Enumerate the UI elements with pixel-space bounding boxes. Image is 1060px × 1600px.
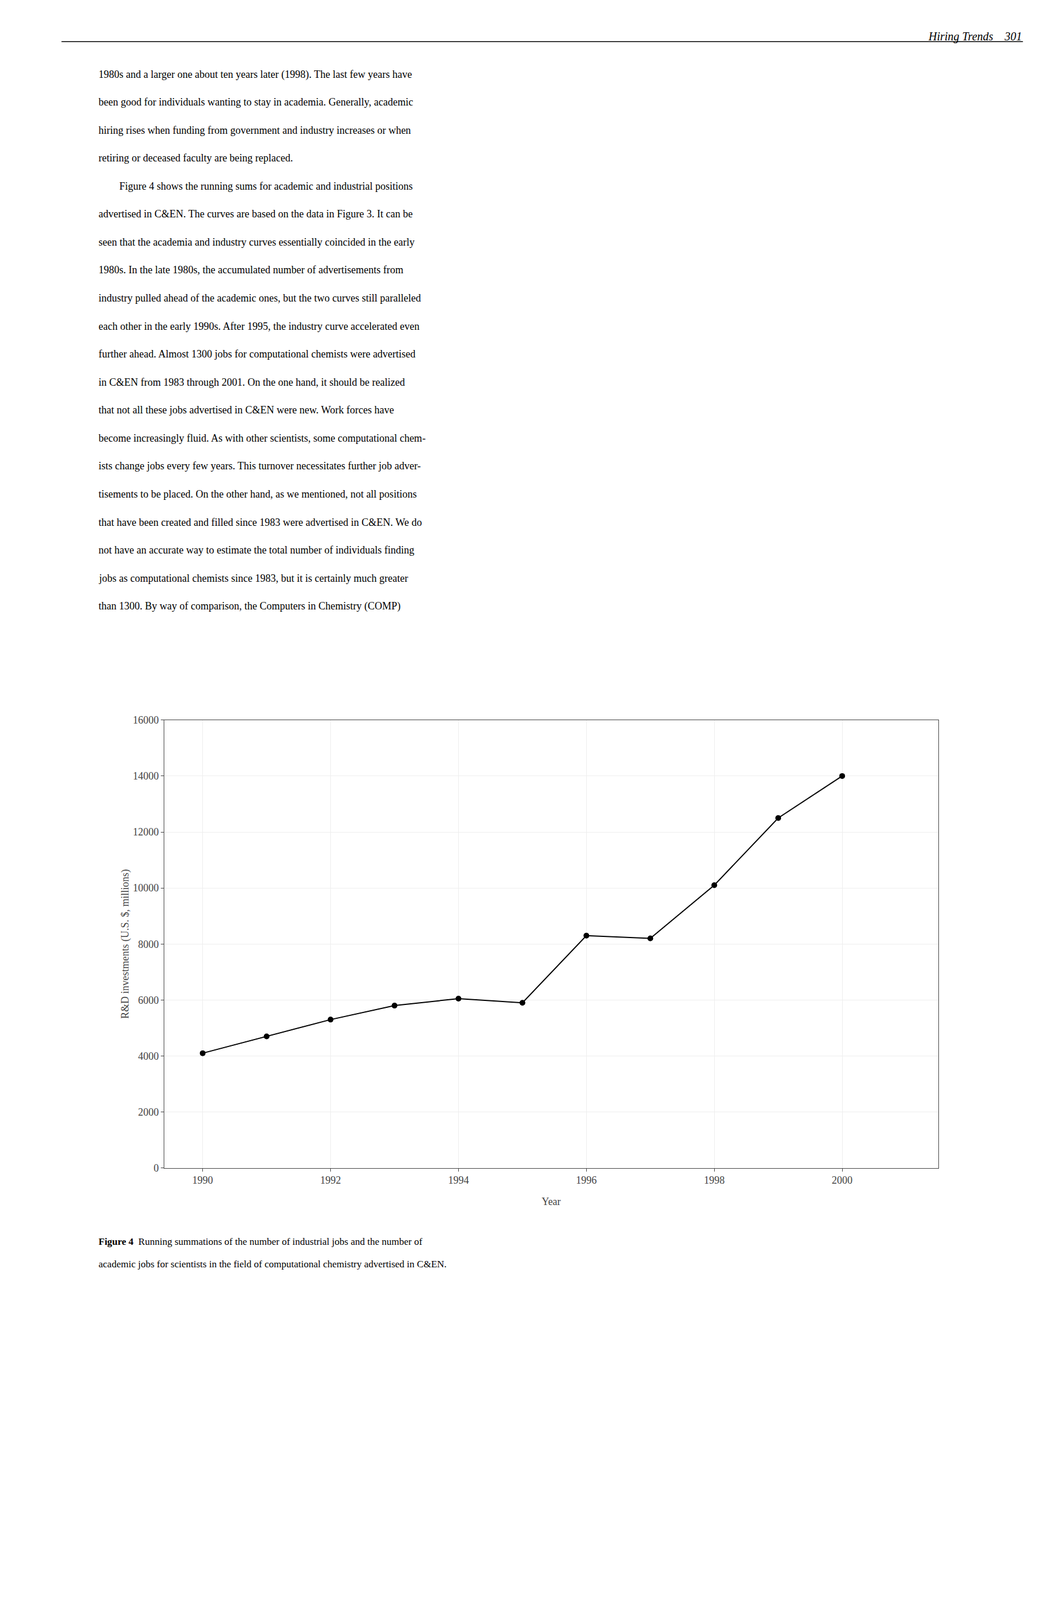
svg-text:industry pulled ahead of the a: industry pulled ahead of the academic on… [98,292,421,304]
svg-text:1992: 1992 [320,1174,342,1186]
svg-text:2000: 2000 [831,1174,853,1186]
svg-text:each other in the early 1990s.: each other in the early 1990s. After 199… [98,320,420,333]
svg-text:that have been created and fil: that have been created and filled since … [98,516,422,528]
svg-text:seen that the academia and ind: seen that the academia and industry curv… [98,236,415,248]
svg-text:1994: 1994 [447,1174,469,1186]
svg-text:4000: 4000 [137,1050,159,1062]
svg-text:further ahead. Almost 1300 job: further ahead. Almost 1300 jobs for comp… [98,348,416,360]
svg-text:retiring or deceased faculty a: retiring or deceased faculty are being r… [98,152,293,164]
svg-text:advertised in C&EN. The curves: advertised in C&EN. The curves are based… [98,208,413,220]
svg-text:not have an accurate way to es: not have an accurate way to estimate the… [98,544,415,556]
svg-text:tisements to be placed. On the: tisements to be placed. On the other han… [98,488,417,500]
svg-text:jobs as computational chemists: jobs as computational chemists since 198… [98,572,409,584]
svg-text:Year: Year [541,1195,561,1207]
svg-text:been good for individuals want: been good for individuals wanting to sta… [98,96,414,108]
svg-text:10000: 10000 [132,881,159,894]
svg-text:14000: 14000 [132,770,159,782]
svg-text:Figure 4 Running summations o: Figure 4 Running summations of the numbe… [98,1235,423,1247]
svg-text:1998: 1998 [703,1174,725,1186]
svg-text:become increasingly fluid. As: become increasingly fluid. As with other… [98,432,426,444]
svg-text:R&D investments (U.S. $, milli: R&D investments (U.S. $, millions) [119,868,132,1019]
svg-text:academic jobs for scientists i: academic jobs for scientists in the fiel… [98,1258,447,1270]
svg-text:in C&EN from 1983 through 2001: in C&EN from 1983 through 2001. On the o… [98,376,405,388]
svg-text:1980s and a larger one about t: 1980s and a larger one about ten years l… [98,68,413,81]
svg-text:Figure 4 shows the running sum: Figure 4 shows the running sums for acad… [98,180,413,192]
svg-text:16000: 16000 [132,714,159,726]
svg-text:ists change jobs every few yea: ists change jobs every few years. This t… [98,459,421,472]
svg-text:that not all these jobs advert: that not all these jobs advertised in C&… [98,404,394,416]
svg-text:12000: 12000 [132,825,159,838]
svg-text:6000: 6000 [137,994,159,1006]
svg-text:1996: 1996 [575,1174,597,1186]
svg-text:than 1300. By way of compariso: than 1300. By way of comparison, the Com… [98,600,401,613]
svg-text:1980s. In the late 1980s, the: 1980s. In the late 1980s, the accumulate… [98,263,404,276]
svg-text:2000: 2000 [137,1106,159,1118]
svg-text:8000: 8000 [137,938,159,950]
svg-text:1990: 1990 [192,1174,214,1186]
svg-text:0: 0 [153,1162,159,1174]
svg-text:Hiring Trends 301: Hiring Trends 301 [928,29,1022,44]
svg-text:hiring rises when funding from: hiring rises when funding from governmen… [98,124,411,137]
